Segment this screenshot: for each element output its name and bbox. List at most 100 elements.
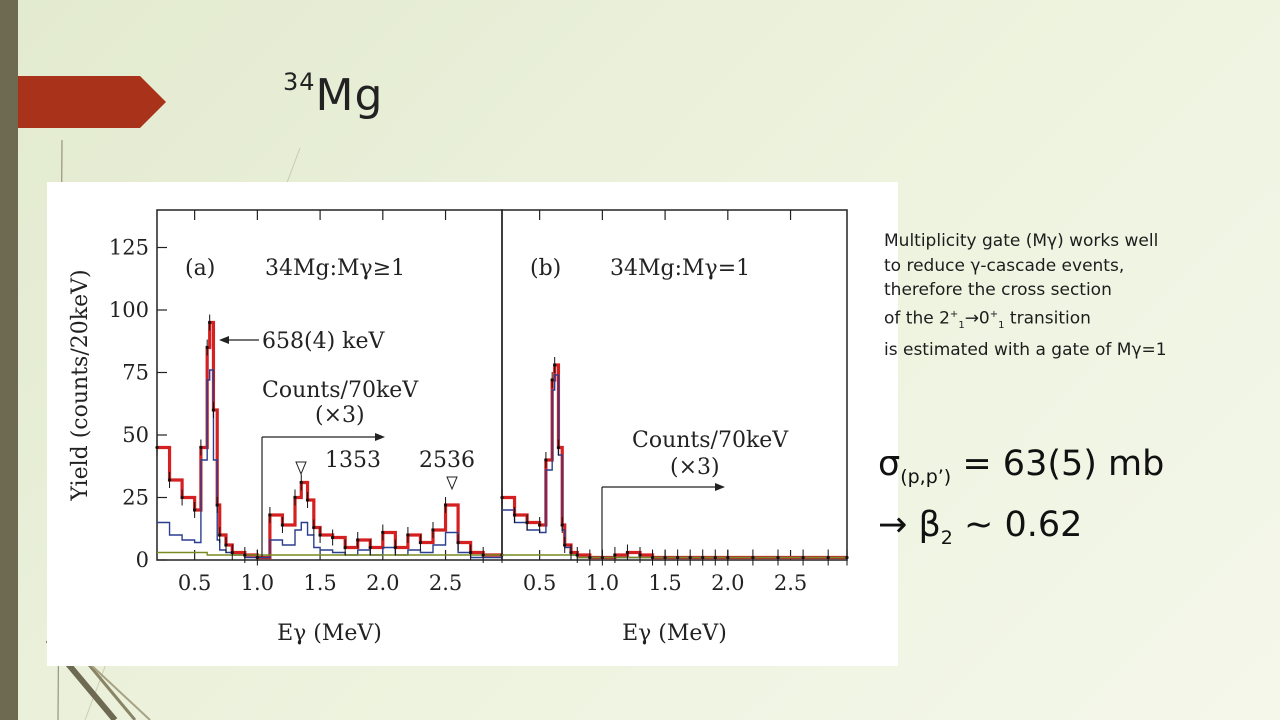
- spectrum-series-3: [157, 551, 502, 556]
- x-tick-label: 2.0: [366, 571, 399, 595]
- note-line-2: to reduce γ-cascade events,: [884, 255, 1125, 276]
- title-accent-tab: [18, 76, 166, 128]
- title-element: Mg: [315, 70, 384, 121]
- panel-label: (b): [530, 256, 561, 281]
- data-point: [199, 445, 203, 450]
- note-sub-1: 1: [958, 319, 965, 331]
- data-point: [469, 550, 473, 555]
- sigma-subscript: (p,p’): [900, 466, 952, 488]
- beta-subscript: 2: [940, 527, 953, 549]
- x-tick-label: 1.5: [648, 571, 681, 595]
- note-sup-1: +: [949, 308, 959, 320]
- data-point: [208, 320, 212, 325]
- data-point: [569, 550, 573, 555]
- data-point: [211, 408, 216, 412]
- data-point: [299, 480, 303, 485]
- marker-1353: [295, 461, 307, 476]
- y-tick-label: 25: [122, 486, 149, 510]
- gate-label: 34Mg:Mγ≥1: [265, 256, 405, 281]
- x-tick-label: 0.5: [178, 571, 211, 595]
- panel-label: (a): [185, 256, 215, 281]
- data-point: [268, 513, 272, 517]
- marker-2536: [446, 476, 458, 491]
- spectrum-series-1: [157, 320, 502, 560]
- data-point: [418, 540, 423, 545]
- data-point: [826, 555, 830, 560]
- gate-note: Multiplicity gate (Mγ) works well to red…: [884, 229, 1167, 363]
- annotation-counts: Counts/70keV: [262, 378, 419, 403]
- cross-section-line: σ(p,p’) = 63(5) mb: [878, 440, 1164, 501]
- x-tick-label: 1.5: [303, 571, 336, 595]
- result-box: σ(p,p’) = 63(5) mb → β2 ~ 0.62: [878, 440, 1164, 562]
- data-point: [688, 555, 692, 560]
- y-tick-label: 0: [136, 548, 149, 572]
- data-point: [443, 503, 448, 507]
- annotation-scale: (×3): [315, 403, 365, 428]
- data-point: [180, 495, 184, 500]
- title-mass-number: 34: [283, 68, 316, 96]
- data-point: [481, 553, 485, 557]
- data-point: [525, 520, 529, 525]
- data-point: [726, 555, 730, 560]
- data-point: [331, 535, 335, 540]
- x-tick-label: 2.0: [711, 571, 744, 595]
- x-tick-label: 2.5: [774, 571, 807, 595]
- note-sup-2: +: [989, 308, 999, 320]
- note-line-4-a: of the 2: [884, 308, 950, 329]
- x-axis-label: Eγ (MeV): [622, 621, 727, 646]
- data-point: [556, 445, 561, 450]
- data-point: [205, 345, 209, 350]
- x-tick-label: 0.5: [523, 571, 556, 595]
- data-point: [701, 555, 705, 560]
- slide-title: 34Mg: [283, 68, 384, 121]
- annotation-scale: (×3): [670, 455, 720, 480]
- data-point: [613, 553, 617, 557]
- data-point: [663, 555, 667, 560]
- data-point: [224, 543, 228, 547]
- figure-panel: 0.5 1.0 1.5 2.0 2.5 0 25 50 75 100 125 (a) 34Mg:Mγ≥1…: [47, 182, 898, 666]
- data-point: [650, 555, 655, 560]
- data-point: [393, 545, 397, 550]
- y-axis-label: Yield (counts/20keV): [68, 269, 93, 501]
- y-tick-label: 50: [122, 423, 149, 447]
- x-tick-label: 1.0: [241, 571, 274, 595]
- sigma-symbol: σ: [878, 444, 901, 484]
- data-point: [312, 525, 316, 530]
- data-point: [563, 543, 567, 547]
- data-point: [356, 538, 360, 542]
- range-arrow-head: [375, 433, 385, 441]
- y-tick-label: 75: [122, 361, 149, 385]
- data-point: [625, 550, 630, 555]
- data-point: [167, 478, 172, 482]
- data-point: [218, 533, 222, 537]
- beta-symbol: → β: [878, 505, 941, 545]
- data-point: [544, 458, 548, 462]
- gamma-spectrum-figure: 0.5 1.0 1.5 2.0 2.5 0 25 50 75 100 125 (a) 34Mg:Mγ≥1…: [68, 209, 849, 646]
- plot-frame-2: [501, 209, 848, 561]
- data-point: [776, 555, 780, 560]
- data-point: [575, 553, 579, 557]
- data-point: [431, 528, 435, 532]
- x-axis-label: Eγ (MeV): [277, 621, 382, 646]
- data-point: [845, 555, 849, 560]
- data-point: [155, 445, 159, 450]
- data-point: [280, 523, 285, 527]
- note-line-4: of the 2+1→0+1 transition: [884, 303, 1167, 339]
- annotation-2536: 2536: [419, 448, 475, 473]
- y-tick-label: 100: [109, 298, 149, 322]
- data-point: [406, 533, 410, 537]
- annotation-1353: 1353: [325, 448, 381, 473]
- data-point: [343, 545, 347, 550]
- data-point: [560, 523, 564, 527]
- annotation-peak-energy: 658(4) keV: [262, 329, 385, 354]
- range-arrow-head: [715, 483, 725, 491]
- data-point: [456, 540, 460, 545]
- data-point: [713, 555, 717, 560]
- x-tick-label: 2.5: [429, 571, 462, 595]
- data-point: [538, 523, 542, 527]
- data-point: [638, 553, 642, 557]
- data-point: [512, 513, 517, 517]
- data-point: [801, 555, 805, 560]
- annotation-counts: Counts/70keV: [632, 428, 789, 453]
- gate-label: 34Mg:Mγ=1: [610, 256, 750, 281]
